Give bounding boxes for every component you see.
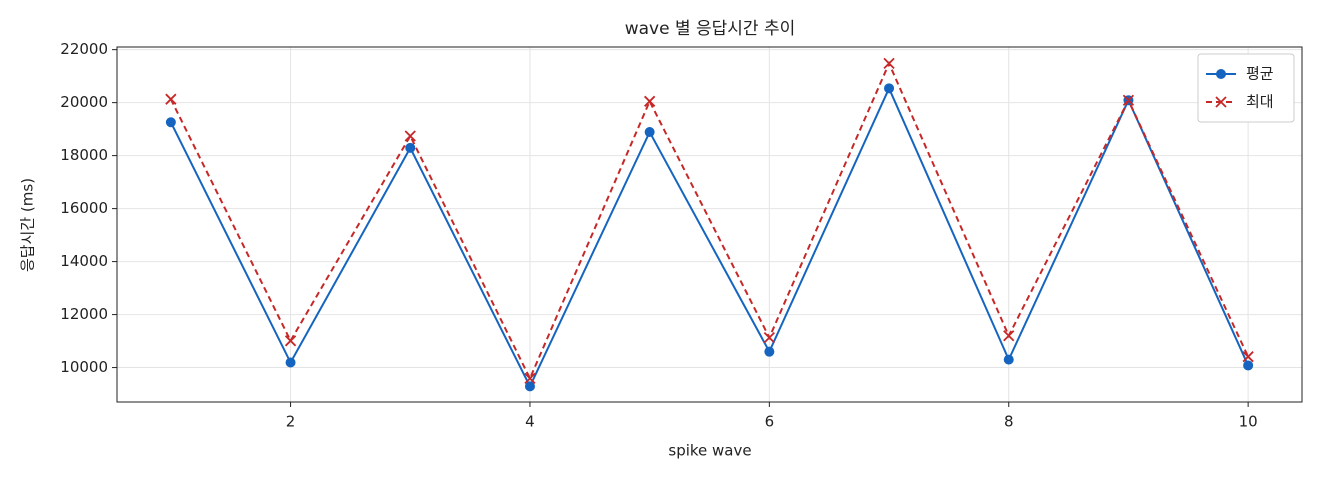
marker [284,335,297,347]
x-tick-label: 2 [286,413,296,431]
y-tick-label: 12000 [60,305,108,323]
marker [884,83,895,94]
y-tick-label: 18000 [60,146,108,164]
x-tick-label: 6 [765,413,775,431]
series-line [169,60,1250,381]
x-axis-label: spike wave [668,442,751,460]
marker [763,331,775,344]
marker [644,127,655,138]
marker [644,95,656,107]
series-line [169,85,1250,389]
marker [165,117,176,128]
y-tick-label: 16000 [60,199,108,217]
chart-title: wave 별 응답시간 추이 [625,19,796,39]
marker [1216,69,1226,79]
x-tick-label: 10 [1239,413,1258,431]
x-tick-label: 8 [1004,413,1014,431]
marker [285,357,296,368]
marker [1122,94,1135,106]
y-tick-label: 22000 [60,40,108,58]
y-tick-label: 14000 [60,252,108,270]
marker [524,381,535,392]
marker [165,93,177,105]
plot-frame [116,46,1303,403]
x-tick-label: 4 [525,413,535,431]
marker [404,130,416,142]
marker [883,57,895,70]
y-axis-label: 응답시간 (ms) [19,178,37,272]
legend-label: 최대 [1246,93,1274,111]
marker [1003,354,1014,365]
y-tick-label: 10000 [60,358,108,376]
marker [1243,360,1254,371]
marker [405,142,416,153]
y-tick-label: 20000 [60,93,108,111]
marker [764,346,775,357]
legend-label: 평균 [1246,65,1274,83]
marker [1003,330,1015,342]
marker [524,372,536,385]
marker [1242,351,1254,363]
marker [1215,96,1227,108]
